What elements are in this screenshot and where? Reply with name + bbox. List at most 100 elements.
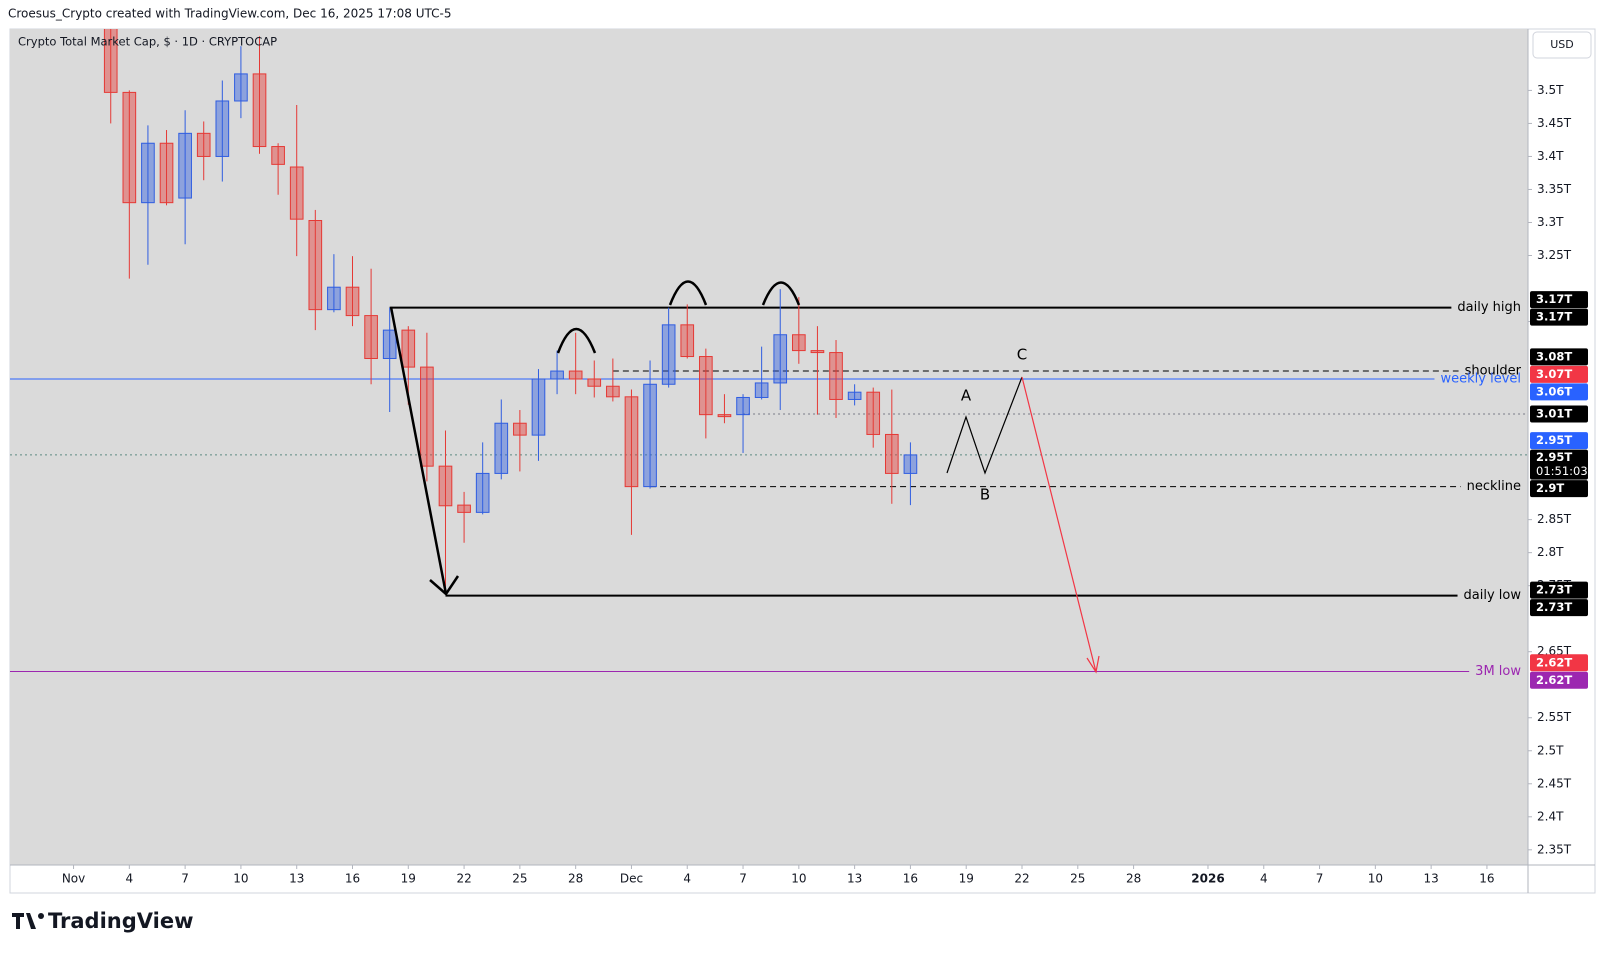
candle-body bbox=[568, 370, 583, 380]
level-label: daily high bbox=[1457, 300, 1521, 315]
x-tick-label: 13 bbox=[289, 872, 304, 886]
price-tag-label: 2.95T bbox=[1536, 433, 1572, 447]
y-tick-label: 3.45T bbox=[1537, 116, 1572, 130]
candle-body bbox=[866, 391, 881, 435]
x-tick-label: Dec bbox=[620, 872, 643, 886]
price-tag-label: 2.62T bbox=[1536, 673, 1572, 687]
x-tick-label: 19 bbox=[959, 872, 974, 886]
candle-body bbox=[754, 382, 769, 398]
y-tick-label: 2.4T bbox=[1537, 809, 1564, 823]
logo-icon bbox=[12, 913, 36, 929]
y-tick-label: 2.45T bbox=[1537, 776, 1572, 790]
x-tick-label: 28 bbox=[1126, 872, 1141, 886]
price-tag bbox=[1530, 291, 1588, 309]
candle-body bbox=[103, 29, 118, 93]
candle-body bbox=[382, 329, 397, 360]
candle-body bbox=[420, 366, 434, 467]
x-tick-label: 2026 bbox=[1191, 872, 1224, 886]
x-tick-label: 4 bbox=[683, 872, 691, 886]
candle-body bbox=[903, 454, 918, 474]
x-tick-label: 7 bbox=[739, 872, 747, 886]
y-tick-label: 2.35T bbox=[1537, 842, 1572, 856]
x-tick-label: Nov bbox=[62, 872, 85, 886]
axes: 3.5T3.45T3.4T3.35T3.3T3.25T3.15T2.85T2.8… bbox=[62, 83, 1588, 886]
candle-body bbox=[289, 166, 304, 220]
wave-label: A bbox=[961, 387, 972, 405]
candle-body bbox=[680, 324, 695, 358]
price-tag bbox=[1530, 365, 1588, 383]
candle-body bbox=[829, 352, 843, 400]
candle-body bbox=[401, 329, 416, 368]
price-tag-label: 3.17T bbox=[1536, 310, 1572, 324]
price-tag bbox=[1530, 405, 1588, 423]
x-tick-label: 25 bbox=[1070, 872, 1085, 886]
candle-body bbox=[271, 146, 285, 165]
candle-body bbox=[494, 422, 509, 474]
price-tag bbox=[1530, 480, 1588, 498]
price-tag-label: 3.08T bbox=[1536, 349, 1572, 363]
level-label: 3M low bbox=[1475, 664, 1521, 679]
y-tick-label: 3.35T bbox=[1537, 182, 1572, 196]
price-tag bbox=[1530, 654, 1588, 672]
drawings bbox=[389, 280, 1100, 674]
candle-body bbox=[438, 465, 453, 507]
candle-body bbox=[587, 378, 602, 387]
drop-arrow bbox=[389, 306, 460, 596]
candle-body bbox=[661, 324, 676, 385]
y-tick-label: 2.5T bbox=[1537, 743, 1564, 757]
candle-body bbox=[364, 315, 378, 360]
plot-area bbox=[10, 29, 1528, 865]
y-tick-label: 3.4T bbox=[1537, 149, 1564, 163]
x-tick-label: 7 bbox=[181, 872, 189, 886]
y-tick-label: 3.25T bbox=[1537, 248, 1572, 262]
price-tag-label: 2.95T bbox=[1536, 450, 1572, 464]
price-tag-label: 3.06T bbox=[1536, 384, 1572, 398]
projection-arrow bbox=[1021, 376, 1100, 674]
candle-body bbox=[252, 73, 267, 148]
candle-body bbox=[736, 396, 750, 416]
candle-body bbox=[345, 286, 360, 317]
currency-label[interactable]: USD bbox=[1550, 38, 1574, 51]
countdown: 01:51:03 bbox=[1536, 464, 1588, 478]
candle-body bbox=[159, 142, 174, 204]
level-label: shoulder bbox=[1465, 364, 1522, 379]
candle-body bbox=[773, 334, 788, 384]
price-tag bbox=[1530, 599, 1588, 617]
price-tag-label: 2.62T bbox=[1536, 655, 1572, 669]
arc bbox=[556, 328, 597, 354]
candle-body bbox=[884, 433, 899, 474]
candle-body bbox=[475, 472, 490, 513]
candle-body bbox=[457, 504, 471, 513]
price-tag bbox=[1530, 383, 1588, 401]
arc bbox=[668, 280, 708, 306]
x-tick-label: 16 bbox=[345, 872, 360, 886]
price-tag-label: 3.01T bbox=[1536, 406, 1572, 420]
candle-body bbox=[550, 370, 564, 380]
candle-body bbox=[513, 422, 527, 436]
y-tick-label: 2.85T bbox=[1537, 512, 1572, 526]
x-tick-label: 19 bbox=[401, 872, 416, 886]
candle-body bbox=[847, 391, 862, 400]
candles bbox=[103, 29, 918, 595]
chart-title: Crypto Total Market Cap, $ · 1D · CRYPTO… bbox=[18, 35, 277, 49]
candle-body bbox=[234, 73, 248, 102]
level-label: weekly level bbox=[1440, 371, 1521, 386]
candle-body bbox=[810, 350, 825, 354]
candle-body bbox=[178, 132, 192, 199]
y-tick-label: 2.55T bbox=[1537, 710, 1572, 724]
arc bbox=[761, 281, 801, 306]
currency-button[interactable] bbox=[1532, 31, 1592, 59]
x-tick-label: 13 bbox=[1423, 872, 1438, 886]
x-tick-label: 16 bbox=[903, 872, 918, 886]
zigzag bbox=[946, 376, 1023, 475]
price-tag-label: 3.07T bbox=[1536, 367, 1572, 381]
wave-label: B bbox=[980, 486, 990, 504]
levels bbox=[10, 306, 1528, 673]
candle-body bbox=[327, 286, 341, 311]
price-tag-label: 2.73T bbox=[1536, 600, 1572, 614]
level-label: neckline bbox=[1467, 479, 1521, 494]
brand-logo: TradingView bbox=[12, 909, 193, 933]
candle-body bbox=[308, 220, 323, 311]
candle-body bbox=[699, 356, 713, 416]
y-tick-label: 3.5T bbox=[1537, 83, 1564, 97]
